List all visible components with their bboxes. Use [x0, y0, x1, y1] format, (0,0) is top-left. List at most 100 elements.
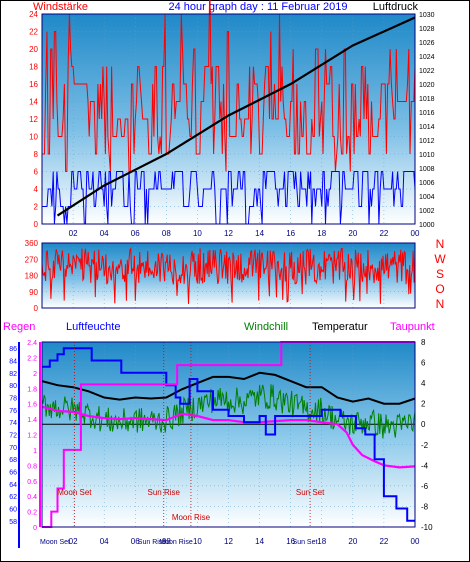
y-right-tick-label: 1002 [419, 208, 435, 215]
wind-plot-border [41, 13, 416, 225]
humidity-tick-label: 82 [9, 371, 17, 378]
y-left-tick-label: 18 [29, 63, 38, 72]
rain-tick-label: 0.6 [27, 479, 37, 486]
event-label: Sun Rise [148, 488, 181, 497]
x-tick-label: 06 [131, 229, 140, 238]
x-tick-label: 14 [255, 537, 264, 546]
rain-tick-label: 2.4 [27, 340, 37, 347]
y-right-tick-label: 1030 [419, 12, 435, 19]
temperature-plot-border [41, 341, 416, 528]
direction-tick-label: 270 [25, 255, 39, 264]
x-tick-label: 08 [162, 229, 171, 238]
axis-event-label: Sun Set [293, 539, 318, 546]
rain-tick-label: 0 [33, 525, 37, 532]
rain-tick-label: 2.2 [27, 355, 37, 362]
x-tick-label: 02 [69, 229, 78, 238]
y-left-tick-label: 8 [34, 150, 39, 159]
y-left-tick-label: 24 [29, 10, 38, 19]
y-right-tick-label: 1006 [419, 180, 435, 187]
x-tick-label: 10 [193, 537, 202, 546]
rain-tick-label: 0.2 [27, 510, 37, 517]
temp-tick-label: -8 [421, 502, 429, 511]
x-tick-label: 06 [131, 537, 140, 546]
chart-title: 24 hour graph day : 11 Februar 2019 [169, 1, 348, 13]
temperature-line [41, 371, 416, 405]
humidity-tick-label: 80 [9, 383, 17, 390]
temp-tick-label: -4 [421, 461, 429, 470]
y-left-tick-label: 12 [29, 115, 38, 124]
y-left-tick-label: 2 [34, 203, 39, 212]
temperature-label: Temperatur [312, 321, 368, 333]
rain-tick-label: 1.8 [27, 386, 37, 393]
compass-label: O [435, 282, 444, 296]
y-right-tick-label: 1000 [419, 222, 435, 229]
y-right-tick-label: 1028 [419, 26, 435, 33]
temp-tick-label: 2 [421, 400, 426, 409]
event-label: Sun Set [296, 488, 325, 497]
rain-tick-label: 1.6 [27, 402, 37, 409]
y-left-tick-label: 22 [29, 28, 38, 37]
y-right-tick-label: 1010 [419, 152, 435, 159]
axis-event-label: Moon Set [40, 539, 70, 546]
x-tick-label: 02 [69, 537, 78, 546]
x-tick-label: 12 [224, 229, 233, 238]
x-tick-label: 08 [162, 537, 171, 546]
pressure-line [56, 16, 416, 217]
temp-tick-label: -10 [421, 523, 433, 532]
y-right-tick-label: 1024 [419, 54, 435, 61]
direction-tick-label: 90 [29, 288, 38, 297]
y-right-tick-label: 1026 [419, 40, 435, 47]
rain-label: Regen [3, 321, 35, 333]
wind-strength-label: Windstärke [33, 1, 88, 13]
y-right-tick-label: 1022 [419, 68, 435, 75]
windchill-label: Windchill [244, 321, 288, 333]
humidity-tick-label: 62 [9, 494, 17, 501]
y-left-tick-label: 4 [34, 185, 39, 194]
x-tick-label: 22 [379, 229, 388, 238]
compass-label: N [436, 237, 445, 251]
x-tick-label: 00 [411, 537, 420, 546]
humidity-tick-label: 76 [9, 408, 17, 415]
x-tick-label: 18 [317, 229, 326, 238]
y-right-tick-label: 1020 [419, 82, 435, 89]
x-tick-label: 00 [411, 229, 420, 238]
x-tick-label: 14 [255, 229, 264, 238]
x-tick-label: 20 [348, 229, 357, 238]
x-tick-label: 04 [100, 229, 109, 238]
compass-label: W [434, 252, 446, 266]
temp-tick-label: 8 [421, 338, 426, 347]
humidity-tick-label: 72 [9, 433, 17, 440]
direction-tick-label: 180 [25, 272, 39, 281]
humidity-tick-label: 58 [9, 519, 17, 526]
rain-tick-label: 1 [33, 448, 37, 455]
y-right-tick-label: 1018 [419, 96, 435, 103]
humidity-tick-label: 68 [9, 457, 17, 464]
humidity-tick-label: 74 [9, 420, 17, 427]
rain-tick-label: 1.2 [27, 433, 37, 440]
humidity-tick-label: 64 [9, 482, 17, 489]
rain-tick-label: 1.4 [27, 417, 37, 424]
event-label: Moon Rise [172, 513, 211, 522]
axis-event-label: Sun Rise [138, 539, 167, 546]
compass-label: N [436, 297, 445, 311]
y-right-tick-label: 1012 [419, 138, 435, 145]
y-right-tick-label: 1004 [419, 194, 435, 201]
humidity-tick-label: 84 [9, 359, 17, 366]
rain-tick-label: 0.4 [27, 494, 37, 501]
y-left-tick-label: 20 [29, 45, 38, 54]
direction-tick-label: 0 [34, 304, 39, 313]
x-tick-label: 10 [193, 229, 202, 238]
wind-gust-line [42, 0, 416, 172]
x-tick-label: 20 [348, 537, 357, 546]
dewpoint-line [41, 405, 416, 469]
y-right-tick-label: 1016 [419, 110, 435, 117]
x-tick-label: 18 [317, 537, 326, 546]
rain-tick-label: 2 [33, 371, 37, 378]
y-left-tick-label: 10 [29, 133, 38, 142]
x-tick-label: 16 [286, 229, 295, 238]
temp-tick-label: 6 [421, 359, 426, 368]
